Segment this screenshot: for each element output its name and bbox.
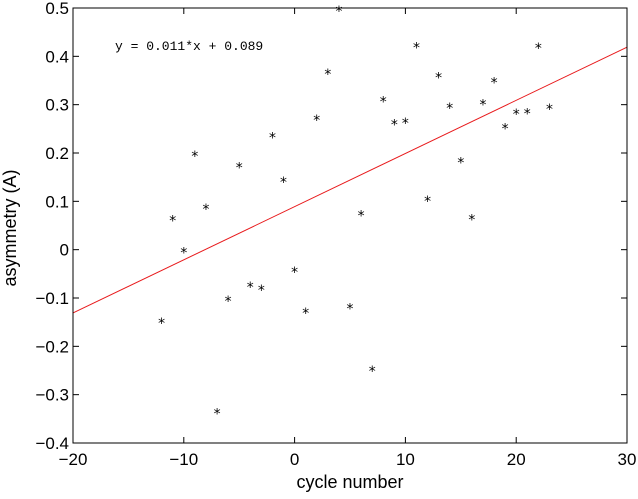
data-point: * bbox=[368, 364, 376, 380]
data-point: * bbox=[434, 71, 442, 87]
y-tick-label: 0 bbox=[60, 241, 69, 260]
data-point: * bbox=[268, 131, 276, 147]
data-point: * bbox=[301, 306, 309, 322]
data-point: * bbox=[490, 76, 498, 92]
data-point: * bbox=[191, 149, 199, 165]
fit-line-layer bbox=[72, 46, 628, 314]
y-tick-label: 0.3 bbox=[45, 96, 69, 115]
y-tick-label: −0.3 bbox=[35, 386, 69, 405]
data-point: * bbox=[512, 107, 520, 123]
y-tick-label: −0.1 bbox=[35, 289, 69, 308]
data-point: * bbox=[246, 280, 254, 296]
data-point: * bbox=[379, 94, 387, 110]
data-point: * bbox=[423, 194, 431, 210]
data-point: * bbox=[324, 67, 332, 83]
data-point: * bbox=[446, 101, 454, 117]
data-point: * bbox=[313, 113, 321, 129]
y-tick-label: 0.4 bbox=[45, 47, 69, 66]
data-point: * bbox=[412, 40, 420, 56]
x-tick-label: −20 bbox=[59, 450, 88, 469]
data-point: * bbox=[457, 155, 465, 171]
plot-frame bbox=[72, 7, 628, 444]
y-tick-label: −0.2 bbox=[35, 337, 69, 356]
data-point: * bbox=[224, 294, 232, 310]
data-point: * bbox=[157, 316, 165, 332]
data-point: * bbox=[335, 4, 343, 20]
y-axis-title: asymmetry (A) bbox=[0, 170, 20, 287]
data-point: * bbox=[523, 106, 531, 122]
data-point: * bbox=[180, 246, 188, 262]
x-axis-title: cycle number bbox=[296, 472, 403, 492]
axis-ticks-layer: −20 −10 0 10 20 30 −0.4 −0.3 −0.2 −0.1 0 0.1 0.2 0.3 0… bbox=[35, 0, 636, 469]
data-points-layer: ********* ************* *********** *** bbox=[157, 4, 553, 423]
x-tick-label: 30 bbox=[618, 450, 637, 469]
x-tick-label: 20 bbox=[507, 450, 526, 469]
data-point: * bbox=[534, 41, 542, 57]
x-tick-label: 10 bbox=[396, 450, 415, 469]
y-tick-label: 0.1 bbox=[45, 192, 69, 211]
data-point: * bbox=[468, 212, 476, 228]
data-point: * bbox=[213, 407, 221, 423]
y-tick-label: −0.4 bbox=[35, 434, 69, 453]
data-point: * bbox=[235, 161, 243, 177]
data-point: * bbox=[346, 301, 354, 317]
y-tick-label: 0.2 bbox=[45, 144, 69, 163]
data-point: * bbox=[501, 121, 509, 137]
data-point: * bbox=[401, 116, 409, 132]
data-point: * bbox=[479, 97, 487, 113]
y-tick-label: 0.5 bbox=[45, 0, 69, 18]
data-point: * bbox=[202, 202, 210, 218]
data-point: * bbox=[169, 213, 177, 229]
x-tick-label: −10 bbox=[169, 450, 198, 469]
data-point: * bbox=[279, 175, 287, 191]
data-point: * bbox=[257, 283, 265, 299]
fit-equation-annotation: y = 0.011*x + 0.089 bbox=[115, 39, 263, 54]
data-point: * bbox=[290, 265, 298, 281]
data-point: * bbox=[357, 208, 365, 224]
data-point: * bbox=[390, 118, 398, 134]
data-point: * bbox=[545, 102, 553, 118]
fit-line bbox=[72, 46, 628, 314]
plot-background bbox=[73, 8, 627, 443]
x-tick-label: 0 bbox=[290, 450, 299, 469]
